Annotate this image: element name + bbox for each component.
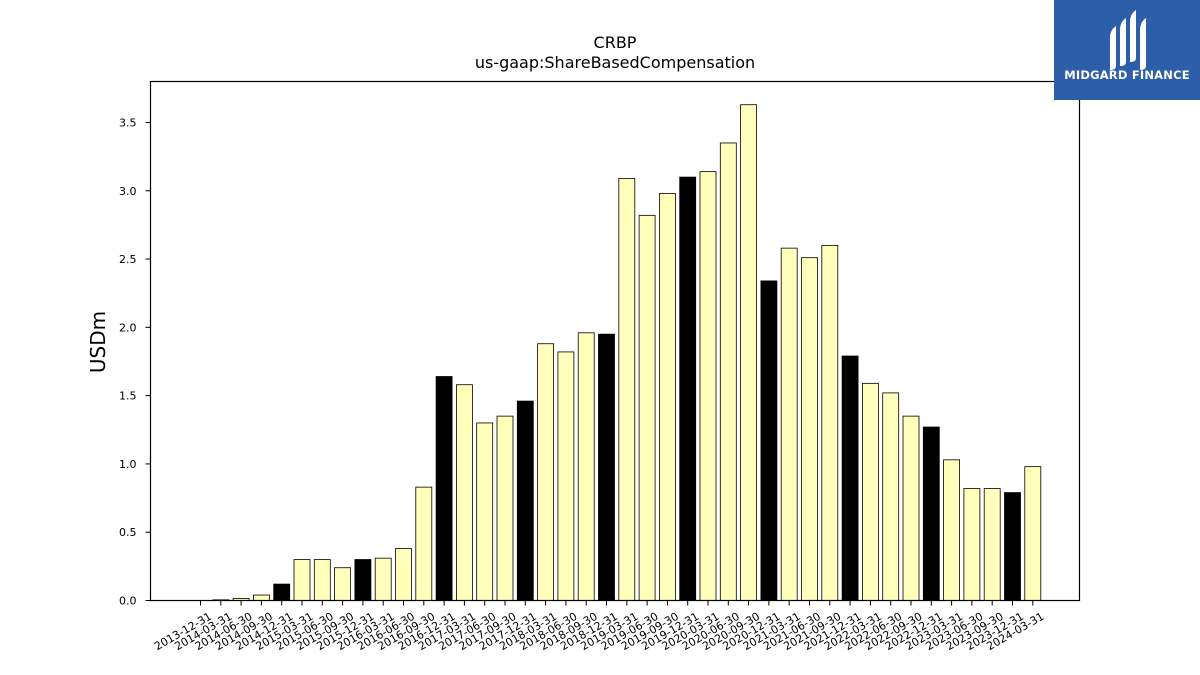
y-tick-label: 3.0: [119, 185, 137, 198]
bar-2018-03-31: [537, 343, 554, 601]
bar-2018-12-31: [598, 333, 615, 601]
bar-2021-03-31: [780, 247, 798, 601]
bars-group: [212, 104, 1042, 601]
y-tick-label: 1.0: [119, 458, 137, 471]
bar-2016-03-31: [374, 557, 392, 601]
bar-2017-06-30: [476, 422, 494, 601]
plot-frame: [149, 80, 1081, 602]
y-tick-label: 2.5: [119, 253, 137, 266]
x-axis: 2013-12-312014-03-312014-06-302014-09-30…: [152, 600, 1046, 653]
bar-2015-06-30: [313, 559, 331, 601]
midgard-finance-logo: MIDGARD FINANCE: [1054, 0, 1200, 100]
bar-2018-06-30: [557, 351, 575, 601]
y-tick-label: 3.5: [119, 116, 137, 129]
bar-2017-09-30: [496, 415, 514, 601]
bar-2020-06-30: [719, 142, 737, 601]
bar-2016-06-30: [395, 548, 412, 601]
bar-2014-12-31: [273, 583, 291, 601]
bar-2018-09-30: [577, 332, 595, 601]
bar-2015-03-31: [293, 559, 311, 601]
bar-2020-03-31: [699, 171, 717, 601]
bar-2024-03-31: [1024, 466, 1042, 601]
bar-2019-06-30: [638, 214, 656, 601]
bar-2015-12-31: [354, 559, 372, 601]
logo-text: MIDGARD FINANCE: [1064, 68, 1190, 82]
bar-2021-06-30: [801, 257, 818, 601]
y-tick-label: 1.5: [119, 390, 137, 403]
bar-2023-03-31: [943, 459, 960, 601]
y-axis-label: USDm: [86, 311, 110, 373]
bar-2020-12-31: [760, 280, 778, 601]
bar-2017-03-31: [455, 384, 473, 601]
chart-title: CRBP: [594, 33, 637, 52]
bar-2019-12-31: [679, 176, 697, 601]
y-axis: 0.0 0.5 1.0 1.5 2.0 2.5 3.0 3.5: [119, 116, 151, 608]
bar-2021-09-30: [821, 244, 839, 601]
bar-2022-06-30: [882, 392, 900, 601]
bar-2022-09-30: [902, 415, 920, 601]
bar-2023-09-30: [983, 488, 1001, 601]
logo-mark-icon: [1110, 10, 1146, 70]
bar-2017-12-31: [516, 400, 534, 601]
chart-subtitle: us-gaap:ShareBasedCompensation: [475, 53, 755, 72]
bar-2022-03-31: [862, 382, 879, 601]
bar-2020-09-30: [740, 104, 757, 601]
bar-2023-12-31: [1004, 492, 1021, 601]
y-tick-label: 0.0: [119, 595, 137, 608]
bar-2016-09-30: [415, 486, 433, 601]
bar-2014-09-30: [252, 594, 270, 601]
bar-2016-12-31: [435, 376, 453, 601]
y-tick-label: 2.0: [119, 321, 137, 334]
bar-2015-09-30: [334, 567, 352, 601]
bar-2023-06-30: [963, 488, 981, 601]
bar-2021-12-31: [841, 355, 859, 601]
bar-2019-03-31: [618, 178, 636, 601]
y-tick-label: 0.5: [119, 526, 137, 539]
bar-2022-12-31: [922, 426, 940, 601]
bar-2019-09-30: [659, 193, 676, 601]
